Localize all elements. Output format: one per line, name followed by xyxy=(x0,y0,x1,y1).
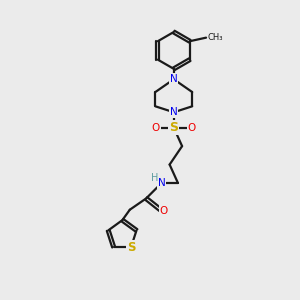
Text: O: O xyxy=(152,123,160,133)
Text: N: N xyxy=(170,107,178,117)
Text: CH₃: CH₃ xyxy=(208,33,223,42)
Text: O: O xyxy=(188,123,196,133)
Text: S: S xyxy=(127,241,135,254)
Text: N: N xyxy=(158,178,166,188)
Text: S: S xyxy=(169,121,178,134)
Text: O: O xyxy=(160,206,168,216)
Text: H: H xyxy=(152,172,159,183)
Text: N: N xyxy=(170,74,178,84)
